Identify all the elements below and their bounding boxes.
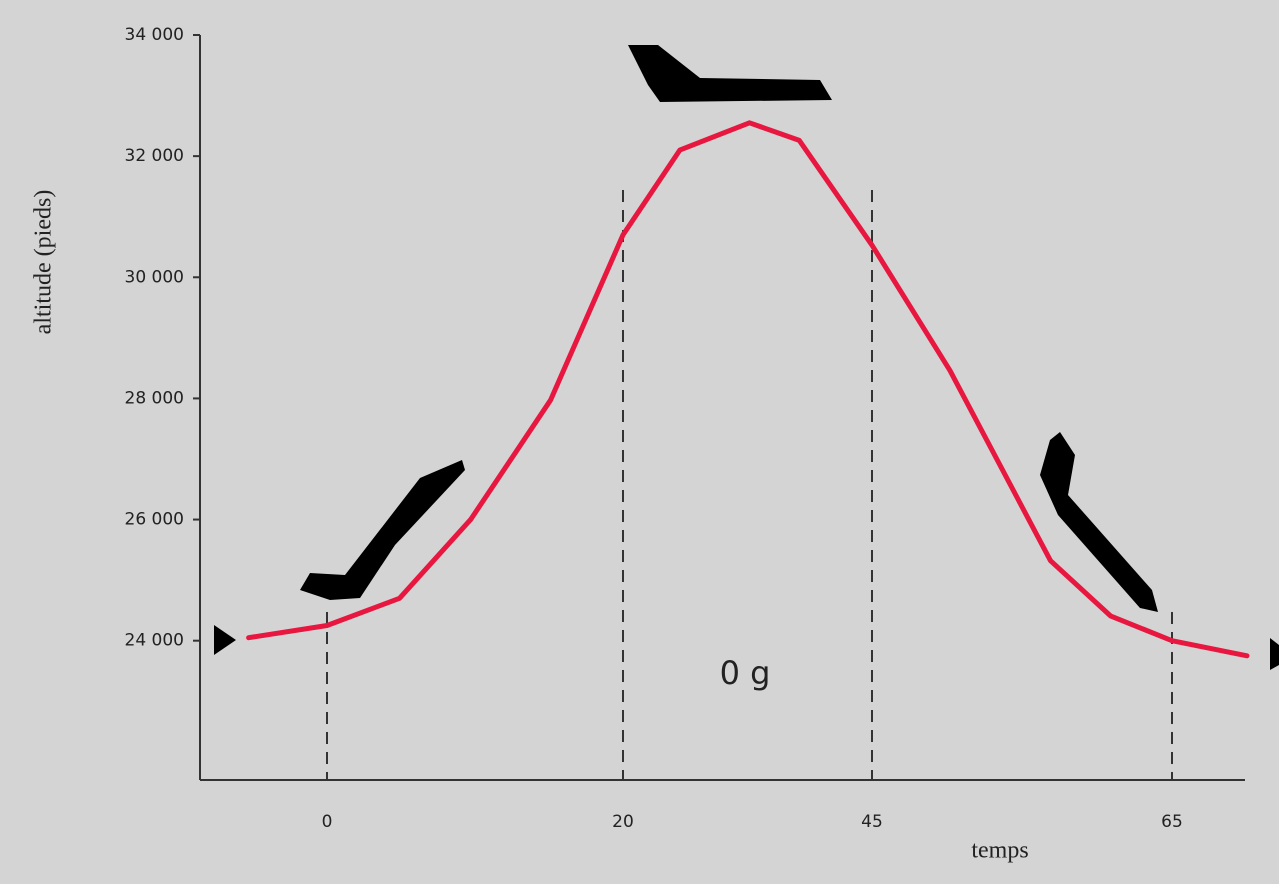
- x-tick-label: 20: [612, 812, 634, 832]
- y-axis-label: altitude (pieds): [31, 190, 57, 335]
- y-tick-label: 34 000: [125, 25, 184, 45]
- y-tick-label: 26 000: [125, 510, 184, 530]
- x-tick-label: 45: [861, 812, 883, 832]
- y-tick-label: 28 000: [125, 388, 184, 408]
- entry-arrow: [214, 625, 236, 655]
- x-tick-label: 65: [1161, 812, 1183, 832]
- y-tick-label: 32 000: [125, 146, 184, 166]
- aircraft-icons: [300, 45, 1158, 612]
- y-tick-label: 30 000: [125, 267, 184, 287]
- exit-arrow: [1270, 638, 1279, 670]
- x-tick-label: 0: [322, 812, 333, 832]
- annotation: 0 g: [720, 654, 771, 692]
- y-tick-label: 24 000: [125, 631, 184, 651]
- altitude-line: [246, 120, 1250, 659]
- x-axis-label: temps: [971, 838, 1028, 864]
